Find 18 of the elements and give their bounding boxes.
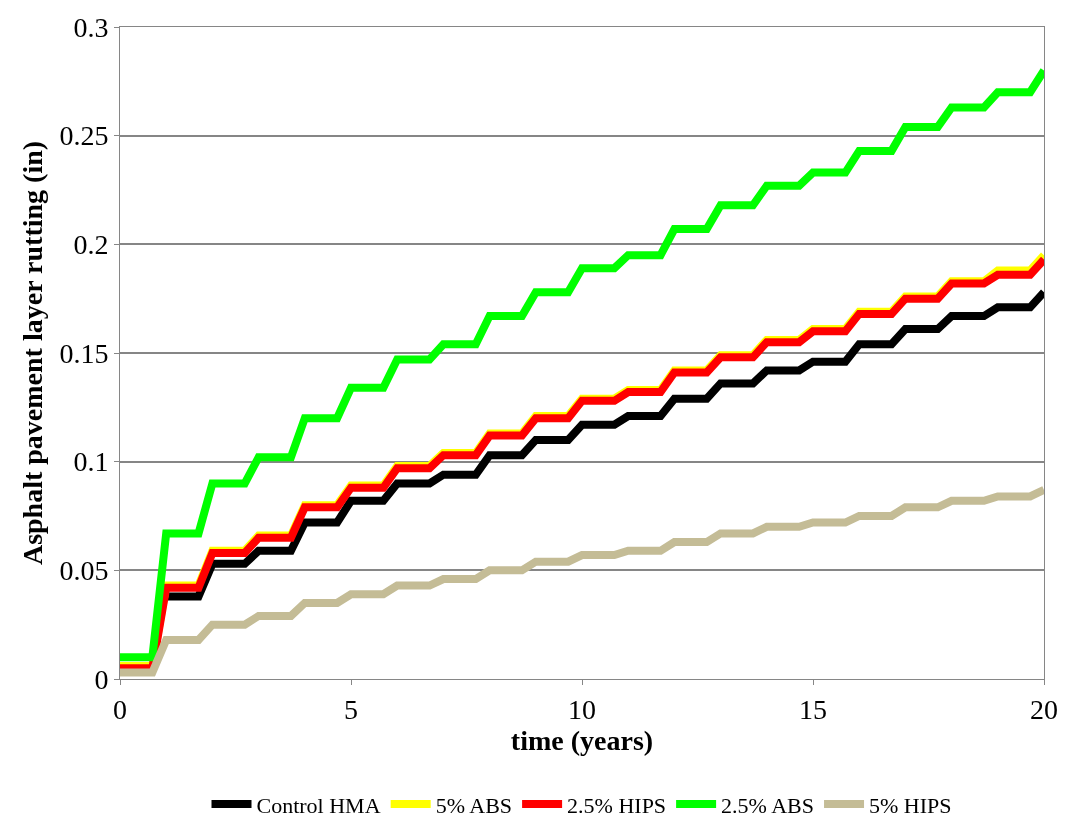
x-axis-title: time (years) [510, 724, 654, 756]
y-tick-label: 0.1 [73, 446, 109, 478]
legend-label: 2.5% HIPS [567, 792, 667, 818]
y-axis-title: Asphalt pavement layer rutting (in) [17, 140, 49, 566]
x-tick-label: 15 [799, 693, 827, 725]
x-tick-label: 10 [568, 693, 596, 725]
legend-label: 5% ABS [435, 792, 513, 818]
x-tick-label: 20 [1030, 693, 1058, 725]
y-tick-label: 0.15 [59, 337, 109, 369]
legend-label: Control HMA [256, 792, 381, 818]
y-tick-label: 0 [94, 663, 109, 695]
y-tick-label: 0.2 [73, 229, 109, 261]
legend-label: 2.5% ABS [721, 792, 815, 818]
y-tick-label: 0.3 [73, 11, 109, 43]
x-tick-label: 5 [344, 693, 358, 725]
legend-label: 5% HIPS [869, 792, 952, 818]
y-tick-label: 0.25 [59, 120, 109, 152]
y-tick-label: 0.05 [59, 555, 109, 587]
